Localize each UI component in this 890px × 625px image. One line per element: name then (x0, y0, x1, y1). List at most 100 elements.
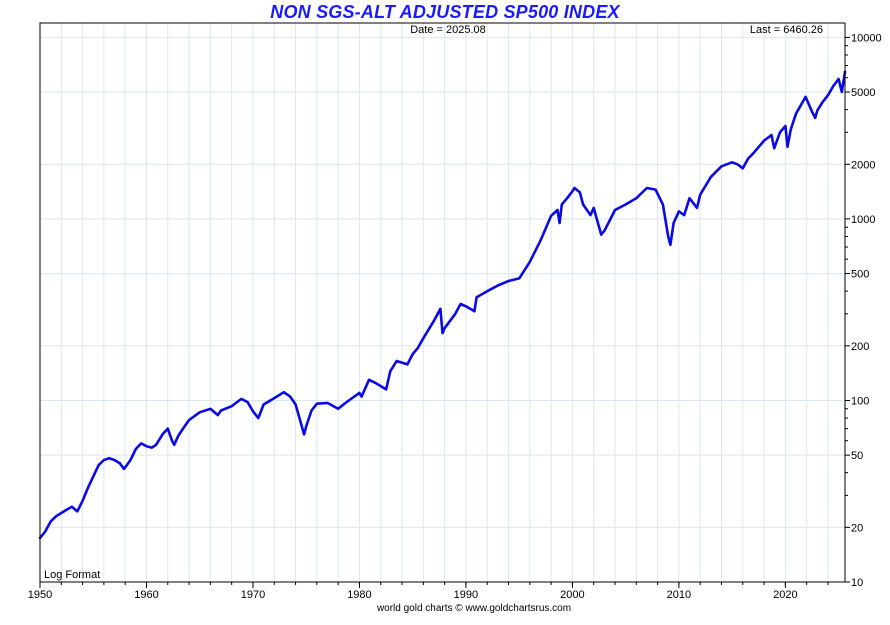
y-tick-label: 20 (851, 522, 863, 534)
data-point (182, 426, 185, 429)
data-point (779, 131, 781, 134)
data-point (326, 402, 329, 404)
data-point (347, 399, 350, 402)
data-point (441, 332, 444, 334)
data-point (76, 510, 79, 513)
y-tick-label: 10 (851, 577, 863, 589)
data-point (406, 363, 409, 366)
data-point (624, 203, 627, 206)
data-point (589, 214, 592, 217)
data-point (635, 197, 638, 200)
data-point (770, 134, 773, 136)
data-point (209, 407, 212, 410)
data-point (129, 459, 132, 461)
data-point (667, 235, 670, 238)
data-point (816, 109, 819, 112)
data-point (608, 219, 611, 222)
y-tick-label: 200 (851, 341, 869, 353)
data-point (558, 222, 561, 224)
data-point (840, 91, 843, 93)
data-point (289, 395, 292, 398)
data-point (358, 392, 361, 394)
data-point (305, 425, 308, 428)
data-point (240, 398, 243, 400)
data-point (294, 403, 297, 406)
data-point (688, 197, 691, 200)
x-tick-label: 2010 (667, 589, 691, 601)
data-point (773, 147, 776, 150)
y-tick-label: 2000 (851, 159, 875, 171)
last-value-label: Last = 6460.26 (750, 24, 823, 36)
data-point (389, 370, 392, 373)
data-point (71, 505, 73, 508)
x-tick-label: 1950 (28, 589, 52, 601)
plot-background (40, 23, 845, 582)
data-point (804, 96, 807, 98)
data-point (566, 197, 568, 200)
data-point (814, 117, 817, 119)
tick-layer: 1950 1960 1970 1980 1990 2000 2010 2020 10 20 50 10… (28, 32, 882, 601)
data-point (486, 290, 489, 293)
data-point (731, 161, 733, 164)
data-point (282, 391, 285, 394)
y-tick-label: 500 (851, 269, 869, 281)
data-point (669, 243, 672, 246)
data-point (273, 397, 276, 399)
data-point (603, 229, 606, 232)
data-point (678, 210, 680, 213)
data-point (459, 303, 462, 305)
y-tick-label: 1000 (851, 214, 875, 226)
data-point (763, 139, 765, 142)
data-point (198, 411, 201, 414)
data-point (145, 445, 148, 448)
data-point (166, 427, 169, 430)
data-point (465, 305, 467, 308)
data-point (582, 203, 584, 206)
data-point (784, 125, 787, 127)
y-tick-label: 5000 (851, 87, 875, 99)
data-point (811, 110, 813, 113)
data-point (832, 85, 835, 87)
data-point (518, 277, 521, 280)
data-point (374, 382, 377, 384)
data-point (155, 443, 158, 446)
data-point (454, 312, 457, 315)
x-tick-label: 2020 (773, 589, 797, 601)
data-point (439, 307, 442, 310)
data-point (579, 191, 581, 194)
data-point (300, 422, 302, 424)
data-point (747, 157, 749, 160)
data-point (736, 163, 739, 166)
data-point (81, 499, 84, 502)
data-point (108, 457, 111, 460)
data-point (528, 261, 531, 263)
data-point (417, 346, 419, 349)
data-point (497, 284, 499, 287)
data-point (741, 167, 744, 170)
data-point (696, 207, 698, 209)
data-point (119, 462, 121, 465)
data-point (646, 187, 648, 189)
data-point (60, 512, 63, 514)
data-point (821, 101, 824, 103)
data-point (683, 214, 686, 217)
data-point (443, 327, 446, 330)
data-point (103, 459, 105, 461)
data-point (173, 443, 176, 446)
data-point (507, 280, 510, 282)
data-point (473, 310, 476, 313)
data-point (360, 395, 363, 398)
plot-frame (39, 22, 846, 583)
data-point (65, 508, 68, 511)
x-tick-label: 2000 (560, 589, 584, 601)
data-point (140, 442, 143, 445)
data-point (560, 203, 563, 206)
data-point (216, 414, 219, 416)
y-tick-label: 10000 (851, 32, 882, 44)
data-point (220, 409, 222, 412)
data-point (573, 187, 576, 189)
data-point (97, 464, 100, 467)
y-tick-label: 50 (851, 450, 863, 462)
data-point (709, 176, 712, 179)
